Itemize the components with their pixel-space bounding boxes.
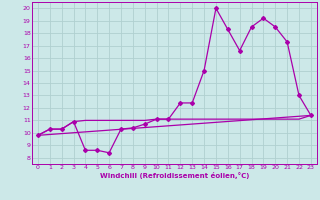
X-axis label: Windchill (Refroidissement éolien,°C): Windchill (Refroidissement éolien,°C) (100, 172, 249, 179)
